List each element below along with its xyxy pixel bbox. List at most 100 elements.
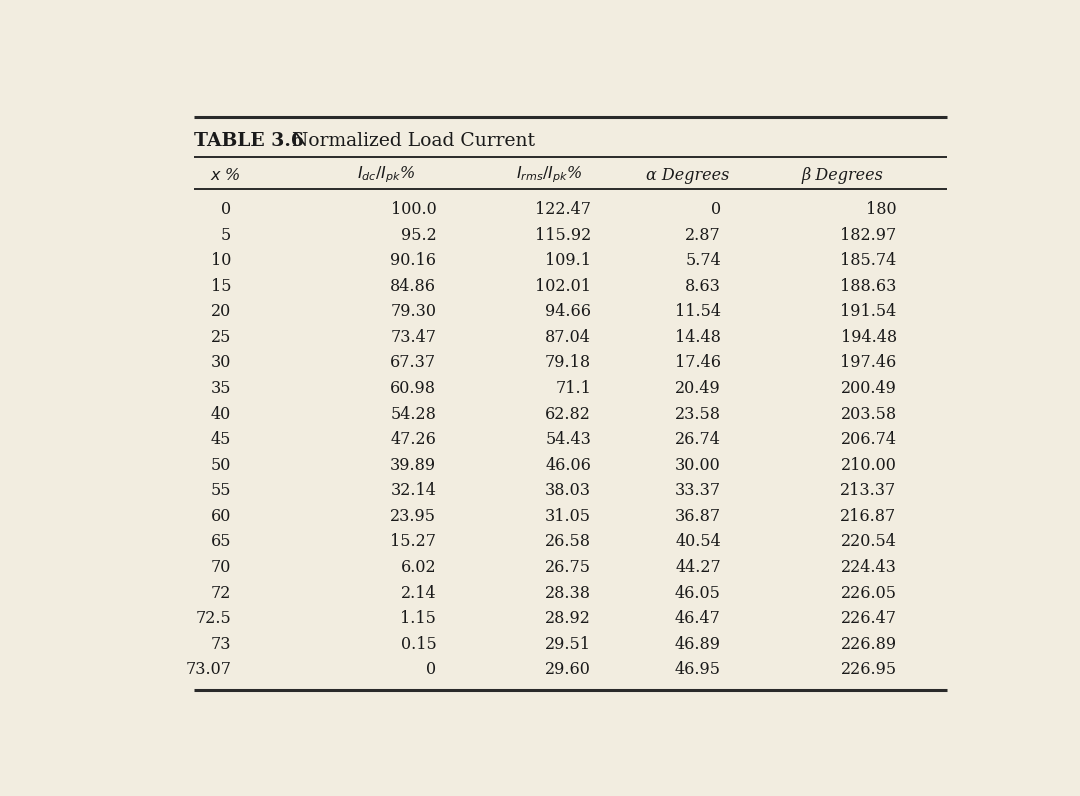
Text: 17.46: 17.46: [675, 354, 721, 372]
Text: 26.74: 26.74: [675, 431, 721, 448]
Text: 109.1: 109.1: [545, 252, 591, 269]
Text: 188.63: 188.63: [840, 278, 896, 295]
Text: 5: 5: [221, 227, 231, 244]
Text: 54.28: 54.28: [391, 406, 436, 423]
Text: 15: 15: [211, 278, 231, 295]
Text: 0.15: 0.15: [401, 636, 436, 653]
Text: 60.98: 60.98: [390, 380, 436, 397]
Text: 32.14: 32.14: [391, 482, 436, 499]
Text: 26.58: 26.58: [545, 533, 591, 551]
Text: 87.04: 87.04: [545, 329, 591, 345]
Text: 15.27: 15.27: [390, 533, 436, 551]
Text: 11.54: 11.54: [675, 303, 721, 320]
Text: 102.01: 102.01: [536, 278, 591, 295]
Text: 38.03: 38.03: [545, 482, 591, 499]
Text: 20: 20: [211, 303, 231, 320]
Text: 20.49: 20.49: [675, 380, 721, 397]
Text: 194.48: 194.48: [840, 329, 896, 345]
Text: 14.48: 14.48: [675, 329, 721, 345]
Text: β Degrees: β Degrees: [801, 166, 883, 184]
Text: 65: 65: [211, 533, 231, 551]
Text: TABLE 3.6: TABLE 3.6: [193, 132, 303, 150]
Text: α Degrees: α Degrees: [646, 166, 729, 184]
Text: 191.54: 191.54: [840, 303, 896, 320]
Text: 79.30: 79.30: [390, 303, 436, 320]
Text: 203.58: 203.58: [840, 406, 896, 423]
Text: 29.60: 29.60: [545, 661, 591, 678]
Text: Normalized Load Current: Normalized Load Current: [293, 132, 536, 150]
Text: 100.0: 100.0: [391, 201, 436, 218]
Text: 44.27: 44.27: [675, 559, 721, 576]
Text: 62.82: 62.82: [545, 406, 591, 423]
Text: $x$ %: $x$ %: [211, 166, 241, 184]
Text: 122.47: 122.47: [536, 201, 591, 218]
Text: 33.37: 33.37: [675, 482, 721, 499]
Text: 23.58: 23.58: [675, 406, 721, 423]
Text: 200.49: 200.49: [841, 380, 896, 397]
Text: 28.92: 28.92: [545, 611, 591, 627]
Text: 73: 73: [211, 636, 231, 653]
Text: 95.2: 95.2: [401, 227, 436, 244]
Text: 226.05: 226.05: [840, 585, 896, 602]
Text: 46.06: 46.06: [545, 457, 591, 474]
Text: 60: 60: [211, 508, 231, 525]
Text: 46.05: 46.05: [675, 585, 721, 602]
Text: 1.15: 1.15: [401, 611, 436, 627]
Text: 47.26: 47.26: [391, 431, 436, 448]
Text: 54.43: 54.43: [545, 431, 591, 448]
Text: 23.95: 23.95: [390, 508, 436, 525]
Text: 185.74: 185.74: [840, 252, 896, 269]
Text: 26.75: 26.75: [545, 559, 591, 576]
Text: 50: 50: [211, 457, 231, 474]
Text: 0: 0: [427, 661, 436, 678]
Text: 40: 40: [211, 406, 231, 423]
Text: 216.87: 216.87: [840, 508, 896, 525]
Text: 8.63: 8.63: [685, 278, 721, 295]
Text: 180: 180: [866, 201, 896, 218]
Text: 25: 25: [211, 329, 231, 345]
Text: 224.43: 224.43: [841, 559, 896, 576]
Text: 46.89: 46.89: [675, 636, 721, 653]
Text: 35: 35: [211, 380, 231, 397]
Text: 0: 0: [221, 201, 231, 218]
Text: $I_{dc}/I_{pk}$%: $I_{dc}/I_{pk}$%: [356, 165, 416, 185]
Text: 72: 72: [211, 585, 231, 602]
Text: 197.46: 197.46: [840, 354, 896, 372]
Text: 2.87: 2.87: [685, 227, 721, 244]
Text: 46.95: 46.95: [675, 661, 721, 678]
Text: 46.47: 46.47: [675, 611, 721, 627]
Text: 39.89: 39.89: [390, 457, 436, 474]
Text: 10: 10: [211, 252, 231, 269]
Text: 31.05: 31.05: [545, 508, 591, 525]
Text: 79.18: 79.18: [545, 354, 591, 372]
Text: 72.5: 72.5: [195, 611, 231, 627]
Text: 67.37: 67.37: [390, 354, 436, 372]
Text: 210.00: 210.00: [841, 457, 896, 474]
Text: 28.38: 28.38: [545, 585, 591, 602]
Text: 206.74: 206.74: [840, 431, 896, 448]
Text: 226.47: 226.47: [840, 611, 896, 627]
Text: 213.37: 213.37: [840, 482, 896, 499]
Text: 71.1: 71.1: [555, 380, 591, 397]
Text: 36.87: 36.87: [675, 508, 721, 525]
Text: 55: 55: [211, 482, 231, 499]
Text: 73.07: 73.07: [186, 661, 231, 678]
Text: 45: 45: [211, 431, 231, 448]
Text: 0: 0: [711, 201, 721, 218]
Text: 115.92: 115.92: [535, 227, 591, 244]
Text: 2.14: 2.14: [401, 585, 436, 602]
Text: 94.66: 94.66: [545, 303, 591, 320]
Text: 182.97: 182.97: [840, 227, 896, 244]
Text: 5.74: 5.74: [685, 252, 721, 269]
Text: 40.54: 40.54: [675, 533, 721, 551]
Text: $I_{rms}/I_{pk}$%: $I_{rms}/I_{pk}$%: [516, 165, 583, 185]
Text: 29.51: 29.51: [545, 636, 591, 653]
Text: 73.47: 73.47: [390, 329, 436, 345]
Text: 220.54: 220.54: [841, 533, 896, 551]
Text: 226.89: 226.89: [840, 636, 896, 653]
Text: 226.95: 226.95: [840, 661, 896, 678]
Text: 70: 70: [211, 559, 231, 576]
Text: 90.16: 90.16: [390, 252, 436, 269]
Text: 30: 30: [211, 354, 231, 372]
Text: 84.86: 84.86: [390, 278, 436, 295]
